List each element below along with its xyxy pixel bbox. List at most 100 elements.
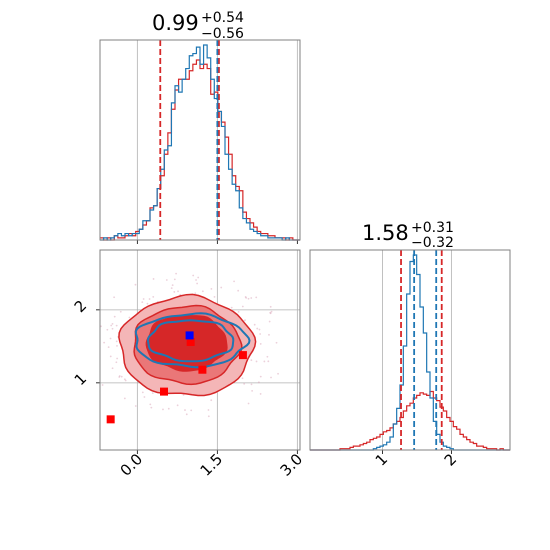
scatter-point [259,375,262,378]
panel-frame [99,249,301,451]
scatter-point [268,333,270,336]
scatter-point [192,274,195,277]
scatter-point [251,390,254,392]
contour-layer [88,272,279,418]
scatter-point [150,406,153,409]
truth-marker [160,387,168,396]
scatter-point [167,407,170,410]
scatter-point [109,355,112,358]
scatter-point [237,289,240,292]
scatter-point [269,312,272,315]
scatter-point [146,302,149,305]
scatter-point [259,333,262,335]
scatter-point [118,376,121,378]
x-tick-label: 2 [441,450,460,469]
scatter-point [247,402,250,405]
x-tick-label: 1.5 [197,450,227,480]
scatter-point [176,404,179,407]
scatter-point [237,310,240,313]
scatter-point [143,396,146,398]
scatter-point [88,330,90,332]
scatter-point [115,340,118,343]
scatter-point [275,341,278,344]
scatter-point [207,415,210,418]
scatter-point [151,392,154,395]
scatter-point [194,292,197,295]
scatter-point [152,295,155,298]
top-left-title-sub: −0.56 [201,26,244,42]
scatter-point [266,355,269,358]
scatter-point [190,409,193,412]
scatter-point [162,408,164,411]
scatter-point [255,296,258,299]
scatter-point [257,381,260,384]
scatter-point [253,323,256,326]
scatter-point [123,378,126,381]
top-left-histogram-panel [99,39,301,244]
scatter-point [134,283,137,286]
scatter-point [90,366,92,368]
bottom-right-title-sub: −0.32 [411,235,454,251]
scatter-point [165,279,168,281]
scatter-point [201,290,204,293]
scatter-point [95,361,97,363]
scatter-point [241,305,244,308]
y-tick-label: 1 [71,370,90,389]
top-left-title-value: 0.99 [152,11,199,35]
scatter-point [258,328,261,331]
scatter-point [113,296,116,299]
scatter-point [106,328,109,331]
scatter-point [111,367,114,370]
scatter-point [196,282,199,285]
scatter-point [115,324,118,327]
blue-contour-inner [146,319,235,363]
scatter-point [113,315,116,318]
scatter-point [120,375,123,378]
scatter-point [175,272,177,275]
scatter-point [116,344,118,347]
y-tick-label: 2 [71,297,90,316]
scatter-point [152,278,155,280]
bottom-right-title-value: 1.58 [362,221,409,245]
scatter-point [270,376,272,379]
x-tick-label: 0.0 [117,450,147,480]
scatter-point [250,359,253,362]
scatter-point [177,290,179,293]
scatter-point [148,298,151,300]
scatter-point [107,346,110,349]
truth-marker [238,351,247,360]
scatter-point [269,305,272,308]
scatter-point [250,383,253,386]
scatter-point [110,324,113,327]
scatter-point [220,286,223,289]
scatter-point [90,326,92,328]
scatter-point [92,363,94,365]
scatter-point [119,310,122,313]
scatter-point [244,319,246,322]
scatter-point [245,296,248,299]
scatter-point [141,391,144,394]
truth-marker [185,331,194,340]
scatter-point [270,310,273,313]
scatter-point [195,279,197,281]
truth-marker [106,415,115,424]
bottom-right-title-sup: +0.31 [411,220,454,236]
scatter-point [277,372,279,375]
panel-background [100,40,300,240]
bottom-left-contour-panel: 0.0 1.5 3.0 1 2 [71,249,306,480]
scatter-point [103,341,106,344]
scatter-point [197,276,200,279]
top-left-title-sup: +0.54 [201,10,244,26]
scatter-point [184,409,186,411]
scatter-point [213,295,216,298]
scatter-point [141,301,144,304]
scatter-point [173,278,176,281]
scatter-point [268,320,271,323]
panel-frame [309,249,511,451]
scatter-point [97,344,99,346]
scatter-point [101,384,104,386]
blue-contour-outer [134,312,251,369]
scatter-point [255,360,258,363]
truth-marker [186,337,195,346]
